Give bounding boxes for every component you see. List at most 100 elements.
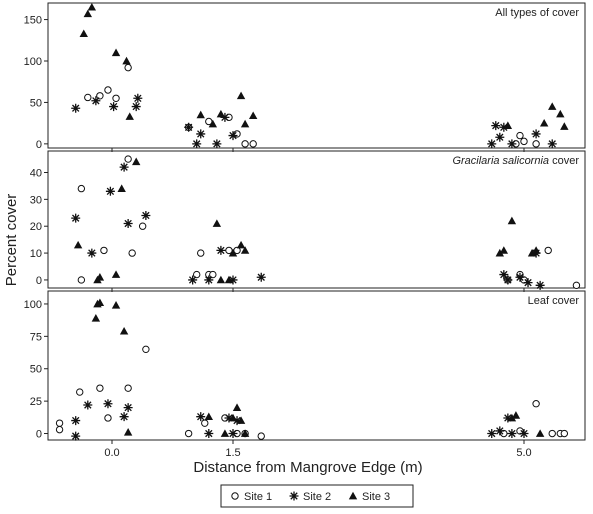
data-point bbox=[132, 157, 141, 166]
data-point bbox=[531, 129, 541, 139]
data-point bbox=[212, 219, 222, 227]
data-point bbox=[123, 403, 133, 413]
data-point bbox=[123, 219, 133, 229]
data-point bbox=[487, 429, 497, 439]
data-point bbox=[84, 93, 92, 102]
panel-2: 0 10 20 30 40 Gracilaria salicornia cover bbox=[30, 150, 586, 292]
data-point bbox=[224, 413, 234, 423]
data-point bbox=[193, 270, 201, 279]
data-point bbox=[204, 429, 214, 439]
data-point bbox=[71, 416, 81, 426]
data-point bbox=[507, 139, 517, 149]
panel-3: 0 25 50 75 100 Leaf cover bbox=[24, 290, 586, 444]
data-point bbox=[184, 429, 193, 438]
y-axis-title: Percent cover bbox=[3, 194, 20, 287]
legend-entry-3: Site 3 bbox=[348, 491, 390, 503]
data-point bbox=[141, 210, 151, 220]
legend-marker bbox=[231, 492, 239, 500]
y-tick-label: 100 bbox=[24, 299, 42, 311]
data-point bbox=[548, 102, 557, 110]
data-point bbox=[212, 139, 222, 149]
data-point bbox=[124, 384, 132, 392]
data-point bbox=[128, 249, 136, 257]
data-point bbox=[228, 131, 238, 141]
data-point bbox=[535, 429, 545, 437]
data-point bbox=[249, 140, 257, 148]
data-point bbox=[503, 275, 513, 285]
data-point bbox=[241, 140, 249, 148]
legend-label: Site 3 bbox=[362, 491, 390, 503]
data-point bbox=[499, 246, 509, 254]
data-point bbox=[503, 121, 513, 129]
data-point bbox=[197, 249, 205, 257]
data-point bbox=[208, 119, 218, 128]
data-point bbox=[516, 131, 524, 140]
data-point bbox=[256, 272, 266, 282]
series-site-3 bbox=[91, 298, 545, 437]
y-tick-label: 50 bbox=[30, 364, 42, 376]
panel-title-species: Gracilaria salicornia bbox=[452, 155, 549, 167]
data-point bbox=[77, 184, 86, 193]
data-point bbox=[196, 129, 206, 139]
y-tick-label: 40 bbox=[30, 167, 42, 179]
data-point bbox=[507, 216, 517, 225]
y-tick-label: 0 bbox=[36, 429, 42, 441]
panel-title: Gracilaria salicornia cover bbox=[452, 155, 579, 167]
y-tick-label: 0 bbox=[36, 275, 42, 287]
x-axis-title: Distance from Mangrove Edge (m) bbox=[193, 459, 422, 476]
data-point bbox=[527, 248, 537, 257]
panel-title: All types of cover bbox=[495, 7, 579, 19]
data-point bbox=[124, 155, 132, 163]
data-point bbox=[556, 109, 565, 118]
data-point bbox=[131, 102, 141, 112]
data-point bbox=[240, 429, 250, 437]
data-point bbox=[232, 416, 242, 426]
data-point bbox=[503, 413, 513, 423]
y-tick-label: 30 bbox=[30, 194, 42, 206]
data-point bbox=[95, 273, 105, 281]
y-tick-label: 50 bbox=[30, 97, 42, 109]
data-point bbox=[76, 388, 84, 396]
data-point bbox=[224, 275, 234, 284]
legend-marker bbox=[348, 491, 358, 500]
data-point bbox=[196, 412, 206, 422]
data-point bbox=[96, 384, 104, 392]
data-point bbox=[519, 429, 529, 439]
data-point bbox=[83, 400, 93, 410]
data-point bbox=[531, 246, 541, 254]
y-tick-label: 100 bbox=[24, 56, 42, 68]
data-point bbox=[236, 91, 246, 100]
panel-title-suffix: cover bbox=[549, 155, 579, 167]
data-point bbox=[499, 270, 509, 280]
data-point bbox=[103, 399, 113, 409]
data-point bbox=[499, 122, 509, 132]
y-tick-label: 150 bbox=[24, 15, 42, 27]
chart-panels: 0 50 100 150 All types of cover 0 10 20 30 40 Grac… bbox=[24, 2, 586, 459]
data-point bbox=[104, 414, 112, 422]
series-site-2 bbox=[71, 399, 529, 441]
panel-frame bbox=[47, 290, 586, 441]
data-point bbox=[572, 281, 581, 290]
data-point bbox=[71, 103, 81, 113]
data-point bbox=[104, 86, 112, 94]
data-point bbox=[228, 413, 238, 422]
data-point bbox=[71, 213, 81, 223]
legend-label: Site 1 bbox=[244, 491, 272, 503]
data-point bbox=[236, 240, 246, 249]
data-point bbox=[204, 412, 213, 421]
x-tick-label: 5.0 bbox=[516, 447, 531, 459]
data-point bbox=[515, 272, 525, 282]
data-point bbox=[124, 63, 132, 72]
data-point bbox=[532, 400, 540, 408]
data-point bbox=[119, 412, 129, 422]
data-point bbox=[507, 413, 517, 422]
panel-1: 0 50 100 150 All types of cover bbox=[24, 2, 586, 152]
series-site-1 bbox=[77, 155, 581, 290]
data-point bbox=[138, 222, 147, 230]
data-point bbox=[119, 326, 129, 335]
data-point bbox=[535, 280, 545, 290]
data-point bbox=[520, 137, 528, 146]
x-tick-label: 0.0 bbox=[104, 447, 119, 459]
series-site-2 bbox=[71, 93, 557, 149]
